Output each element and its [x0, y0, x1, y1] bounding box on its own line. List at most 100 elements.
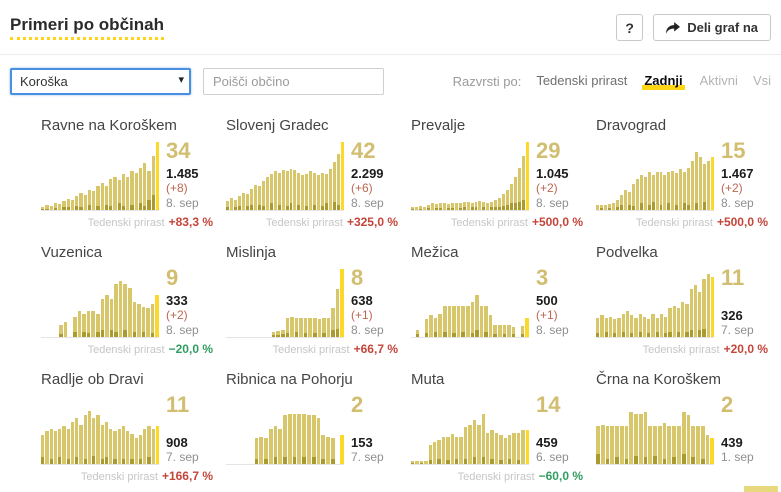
- chart-bar: [462, 202, 466, 210]
- chart-bar: [271, 332, 276, 337]
- card-stats: 42 2.299 (+6) 8. sep: [351, 138, 398, 211]
- chart-bar: [335, 289, 340, 337]
- municipality-card: Podvelka 11 326 7. sep Tedenski prirast +…: [596, 244, 768, 356]
- sort-option-zadnji[interactable]: Zadnji: [642, 73, 685, 90]
- chart-bar: [470, 302, 475, 337]
- latest-count: 15: [721, 138, 746, 163]
- chart-bar: [59, 325, 63, 337]
- chart-bar: [96, 415, 100, 464]
- weekly-growth-label: Tedenski prirast: [457, 471, 535, 483]
- chart-bar: [675, 173, 679, 210]
- chart-bar: [326, 318, 331, 337]
- chart-bar: [307, 415, 311, 464]
- chart-bar: [278, 429, 283, 464]
- chart-bar: [62, 426, 66, 464]
- chart-bar: [317, 319, 322, 337]
- cases-bar-chart[interactable]: [411, 142, 530, 211]
- cases-bar-chart[interactable]: [226, 397, 345, 465]
- chart-bar: [41, 207, 45, 210]
- weekly-growth-row: Tedenski prirast +166,7 %: [41, 469, 213, 483]
- sort-option-aktivni[interactable]: Aktivni: [699, 73, 738, 88]
- chart-bar: [62, 201, 66, 210]
- chart-bar: [446, 204, 450, 210]
- share-button[interactable]: Deli graf na: [653, 14, 771, 41]
- cases-bar-chart[interactable]: [411, 397, 529, 465]
- chart-bar: [691, 161, 695, 210]
- latest-count: 42: [351, 138, 376, 163]
- chart-bar: [663, 175, 667, 210]
- chart-bar: [121, 174, 125, 210]
- chart-bar: [707, 161, 711, 210]
- sort-row: Razvrsti po: Tedenski prirast Zadnji Aktiv…: [453, 73, 771, 90]
- chart-bar: [518, 168, 522, 210]
- municipality-name: Dravograd: [596, 117, 667, 134]
- chart-bar: [468, 425, 472, 464]
- chart-bar: [647, 319, 651, 337]
- weekly-growth-label: Tedenski prirast: [265, 217, 343, 229]
- chart-bar: [512, 433, 516, 464]
- chart-bar: [478, 201, 482, 210]
- search-input[interactable]: [203, 68, 384, 95]
- help-button[interactable]: ?: [616, 14, 644, 41]
- municipality-name: Radlje ob Dravi: [41, 371, 144, 388]
- weekly-growth-label: Tedenski prirast: [450, 217, 528, 229]
- chart-bar: [280, 330, 285, 337]
- chart-bar: [461, 306, 465, 337]
- chart-bar: [155, 142, 159, 210]
- chart-bar: [303, 318, 308, 337]
- chart-bar: [226, 201, 229, 210]
- chart-bar: [326, 437, 330, 464]
- chart-bar: [340, 269, 345, 337]
- chart-bar: [503, 438, 507, 464]
- chart-bar: [635, 179, 639, 210]
- weekly-growth-row: [596, 469, 768, 483]
- page-title: Primeri po občinah: [10, 14, 164, 40]
- cases-bar-chart[interactable]: [41, 397, 159, 465]
- total-count: 1.485: [166, 166, 199, 181]
- chart-bar: [634, 414, 638, 464]
- filter-row: Koroška ▾ Razvrsti po: Tedenski prirast Z…: [0, 55, 781, 95]
- total-count: 459: [536, 435, 558, 450]
- chart-bar: [429, 315, 433, 337]
- cases-bar-chart[interactable]: [596, 397, 715, 465]
- chart-bar: [276, 331, 280, 337]
- card-stats: 8 638 (+1) 8. sep: [351, 267, 398, 338]
- cases-bar-chart[interactable]: [596, 270, 714, 338]
- cases-bar-chart[interactable]: [411, 270, 530, 338]
- cases-bar-chart[interactable]: [41, 142, 159, 211]
- latest-count: 2: [351, 392, 364, 417]
- sort-option-vsi[interactable]: Vsi: [752, 73, 771, 88]
- cases-bar-chart[interactable]: [226, 269, 345, 338]
- chart-bar: [711, 157, 715, 210]
- chart-bar: [627, 192, 631, 210]
- chart-bar: [655, 172, 659, 210]
- weekly-growth-label: Tedenski prirast: [272, 344, 350, 356]
- chart-bar: [705, 435, 710, 464]
- chart-bar: [123, 284, 127, 337]
- chart-bar: [441, 437, 446, 464]
- chart-bar: [259, 437, 264, 464]
- chart-bar: [526, 142, 530, 210]
- chart-bar: [249, 189, 253, 210]
- daily-delta: (+8): [166, 181, 188, 195]
- municipality-name: Vuzenica: [41, 244, 103, 261]
- sort-option-tedenski-prirast[interactable]: Tedenski prirast: [536, 73, 628, 88]
- cases-bar-chart[interactable]: [41, 270, 160, 338]
- chart-bar: [58, 204, 62, 210]
- card-stats: 11 326 7. sep: [721, 267, 768, 338]
- chart-bar: [676, 308, 680, 337]
- chart-bar: [446, 437, 450, 464]
- chart-bar: [155, 295, 160, 337]
- chart-bar: [130, 171, 134, 210]
- chart-bar: [147, 426, 151, 464]
- daily-delta: (+1): [351, 308, 373, 322]
- chart-bar: [117, 429, 121, 464]
- chart-bar: [45, 431, 49, 464]
- region-select[interactable]: Koroška: [10, 68, 191, 95]
- last-date: 7. sep: [721, 323, 754, 337]
- cases-bar-chart[interactable]: [226, 142, 345, 211]
- chart-bar: [411, 461, 415, 464]
- weekly-growth-label: Tedenski prirast: [80, 471, 158, 483]
- cases-bar-chart[interactable]: [596, 143, 715, 211]
- chart-bar: [477, 425, 481, 464]
